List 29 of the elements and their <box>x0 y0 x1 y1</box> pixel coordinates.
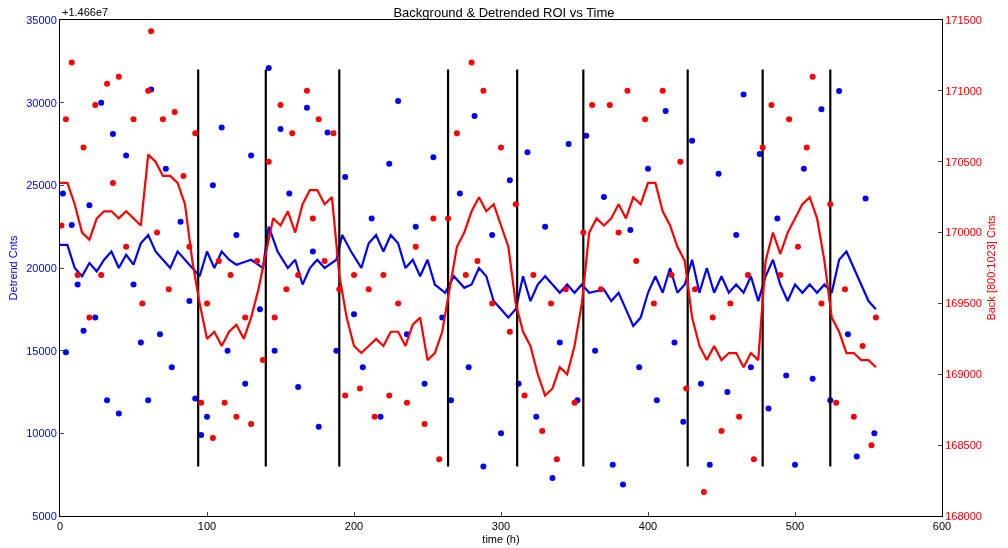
y-tick-label: 25000 <box>26 179 57 192</box>
x-axis-title: time (h) <box>482 533 520 546</box>
y-tick-label: 10000 <box>26 427 57 440</box>
y2-axis-title: Back [800:1023] Cnts <box>985 214 998 321</box>
y2-tick-label: 169500 <box>945 297 982 310</box>
x-tick-label: 300 <box>491 520 511 533</box>
x-tick-label: 100 <box>197 520 217 533</box>
line-series <box>60 153 877 397</box>
x-tick-label: 500 <box>785 520 805 533</box>
y-axis-title: Detrend Cnts <box>6 235 19 301</box>
y2-tick-label: 171000 <box>945 84 982 97</box>
y2-tick-label: 170500 <box>945 155 982 168</box>
y-tick-label: 5000 <box>32 509 57 522</box>
y2-tick-label: 169000 <box>945 368 982 381</box>
text: +1.466e7 <box>62 6 109 18</box>
chart-title: Background & Detrended ROI vs Time <box>393 5 615 21</box>
line-series <box>60 225 877 327</box>
x-tick-label: 200 <box>344 520 364 533</box>
x-tick-label: 400 <box>638 520 658 533</box>
x-tick-label: 0 <box>56 520 64 533</box>
y2-tick-label: 168500 <box>945 438 982 451</box>
x-tick-label: 600 <box>932 520 952 533</box>
y-tick-label: 30000 <box>26 96 57 109</box>
y-tick-label: 35000 <box>26 13 57 26</box>
y-tick-label: 15000 <box>26 344 57 357</box>
y2-tick-label: 170000 <box>945 226 982 239</box>
y2-tick-label: 168000 <box>945 509 982 522</box>
y-tick-label: 20000 <box>26 261 57 274</box>
y2-tick-label: 171500 <box>945 13 982 26</box>
